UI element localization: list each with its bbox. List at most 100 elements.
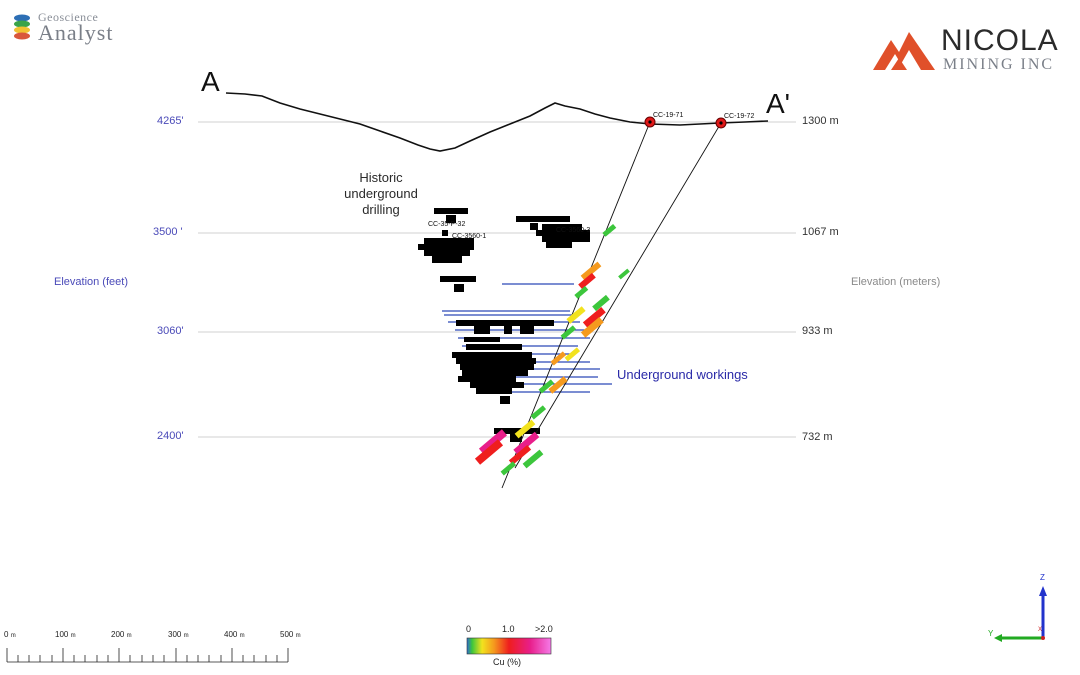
drillhole-trace-cc-19-72 (514, 122, 722, 469)
historic-hole-marker (500, 396, 510, 404)
section-end-label: A' (766, 88, 791, 119)
analyst-text: Analyst (38, 20, 114, 45)
left-axis-title: Elevation (feet) (54, 276, 128, 288)
historic-hole-marker (462, 370, 528, 376)
triad-y-arrow (994, 634, 1002, 642)
historic-hole-marker (460, 364, 534, 370)
right-axis-title: Elevation (meters) (851, 276, 941, 288)
assay-interval (478, 429, 508, 455)
underground-workings-annotation: Underground workings (617, 367, 748, 382)
collar-label-cc-19-71: CC-19-71 (653, 112, 684, 119)
historic-hole-marker (516, 216, 570, 222)
scale-bar-label: 400 m (224, 630, 245, 639)
layers-logo-icon (14, 14, 30, 40)
assay-interval (513, 431, 540, 456)
historic-hole-marker (452, 352, 532, 358)
triad-y-label: Y (988, 629, 994, 638)
scale-bar-label: 0 m (4, 630, 16, 639)
geoscience-text: Geoscience (38, 10, 99, 24)
assay-interval (548, 376, 568, 394)
scale-bar-minor-ticks (17, 655, 278, 662)
annotation-line: underground (344, 186, 418, 201)
assay-interval (474, 439, 504, 465)
assay-interval (560, 325, 577, 340)
historic-hole-marker (434, 208, 468, 214)
assay-interval (564, 347, 581, 362)
section-start-label: A (201, 66, 220, 97)
geoscience-analyst-logo: Geoscience Analyst (12, 10, 142, 45)
assay-interval (582, 306, 606, 328)
historic-hole-marker (470, 382, 524, 388)
historic-hole-marker (424, 250, 470, 256)
historic-hole-marker (504, 326, 512, 334)
cu-legend-tick: >2.0 (535, 624, 553, 634)
collar-center (648, 120, 652, 124)
historic-hole-marker (494, 428, 540, 434)
assay-interval (514, 419, 536, 439)
scale-bar (6, 648, 289, 663)
assay-interval (566, 306, 586, 324)
triad-z-arrow (1039, 586, 1047, 596)
elevation-feet-label: 4265' (157, 115, 184, 127)
cu-color-ramp (466, 637, 552, 655)
triad-z-label: Z (1040, 573, 1045, 582)
annotation-line: drilling (362, 202, 400, 217)
historic-drillholes (418, 208, 590, 442)
historic-hole-marker (546, 242, 572, 248)
elevation-meters-label: 732 m (802, 431, 833, 443)
historic-hole-marker (510, 434, 522, 442)
historic-hole-marker (458, 376, 516, 382)
elevation-feet-label: 3060' (157, 325, 184, 337)
elevation-feet-label: 3500 ' (153, 226, 183, 238)
scale-bar-label: 500 m (280, 630, 301, 639)
assay-interval (578, 272, 596, 290)
assay-interval (522, 449, 544, 469)
historic-hole-marker (476, 388, 512, 394)
collar-label-cc-19-72: CC-19-72 (724, 113, 755, 120)
historic-hole-marker (520, 326, 534, 334)
historic-hole-label: CC-3560-3 (556, 227, 591, 234)
scale-bar-label: 100 m (55, 630, 76, 639)
mountain-logo-icon (873, 32, 935, 70)
historic-hole-marker (542, 224, 582, 230)
historic-hole-marker (536, 230, 590, 236)
cu-legend-title: Cu (%) (493, 657, 522, 667)
assay-interval (580, 261, 602, 281)
historic-hole-marker (440, 276, 476, 282)
elevation-feet-label: 2400' (157, 430, 184, 442)
triad-x-label: X (1038, 627, 1043, 633)
historic-hole-marker (424, 238, 474, 244)
assay-interval (530, 405, 547, 420)
assay-interval (580, 316, 604, 338)
assay-interval (592, 294, 610, 312)
assay-interval (618, 268, 630, 280)
historic-drilling-annotation: Historic underground drilling (333, 170, 429, 218)
elevation-meters-label: 1067 m (802, 226, 839, 238)
nicola-mining-logo: NICOLA MINING INC (873, 22, 1073, 74)
historic-hole-marker (442, 230, 448, 236)
historic-hole-marker (542, 236, 590, 242)
cu-legend-tick: 1.0 (502, 624, 515, 634)
historic-hole-marker (456, 320, 554, 326)
nicola-subtitle: MINING INC (943, 56, 1055, 73)
historic-hole-label: CC-3560-1 (452, 233, 487, 240)
elevation-meters-label: 1300 m (802, 115, 839, 127)
drillhole-collars (644, 116, 727, 129)
assay-interval (508, 444, 532, 466)
historic-hole-marker (418, 244, 474, 250)
historic-hole-marker (456, 358, 536, 364)
assay-interval (500, 461, 517, 476)
historic-hole-marker (446, 215, 456, 223)
collar-center (719, 121, 723, 125)
historic-hole-marker (466, 344, 522, 350)
historic-hole-marker (474, 326, 490, 334)
assay-interval (538, 379, 555, 394)
topography-line (225, 92, 769, 152)
assay-interval (602, 223, 617, 237)
annotation-line: Historic (359, 170, 403, 185)
cu-legend-tick: 0 (466, 624, 472, 634)
historic-hole-label: CC-35-P-32 (428, 221, 466, 228)
assay-interval (574, 285, 589, 299)
